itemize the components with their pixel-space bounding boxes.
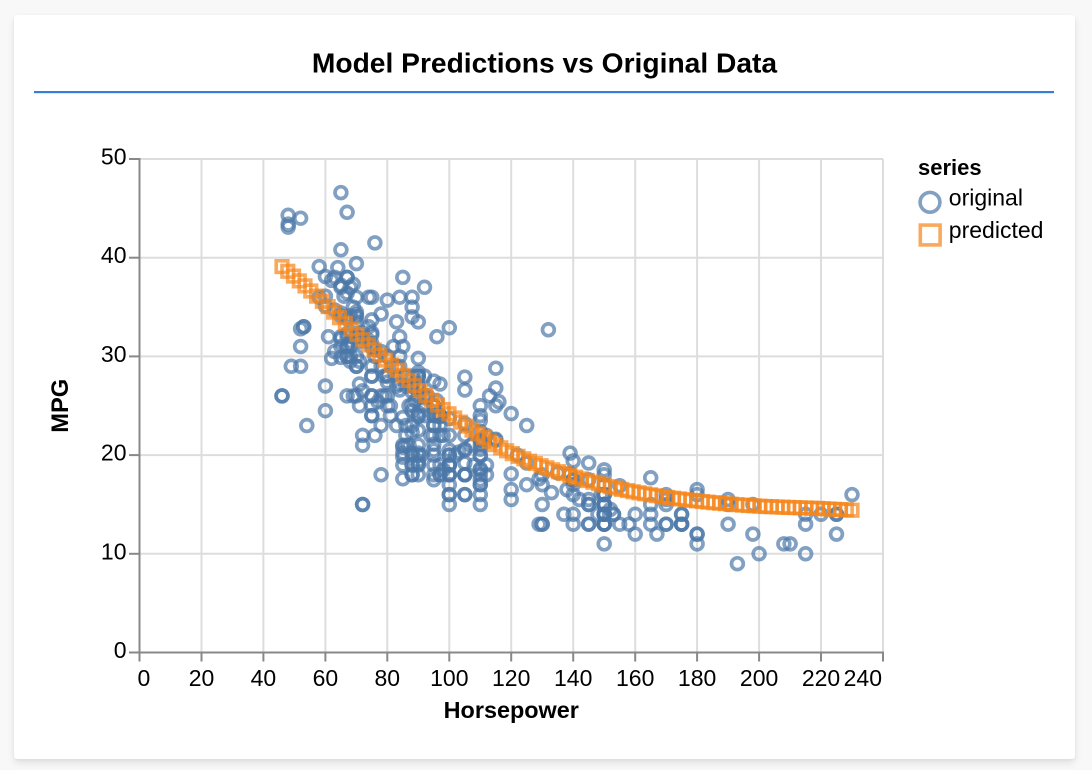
svg-text:40: 40 — [251, 665, 277, 691]
svg-text:Model Predictions vs Original: Model Predictions vs Original Data — [312, 47, 778, 79]
svg-text:0: 0 — [114, 637, 127, 663]
svg-text:200: 200 — [740, 665, 778, 691]
svg-text:140: 140 — [554, 665, 592, 691]
svg-text:80: 80 — [375, 665, 401, 691]
svg-text:MPG: MPG — [48, 379, 74, 433]
svg-text:30: 30 — [101, 341, 127, 367]
svg-text:series: series — [918, 155, 982, 180]
svg-text:100: 100 — [430, 665, 468, 691]
svg-text:original: original — [949, 185, 1023, 211]
svg-text:240: 240 — [844, 665, 882, 691]
svg-text:60: 60 — [313, 665, 339, 691]
svg-text:10: 10 — [101, 538, 127, 564]
svg-text:220: 220 — [802, 665, 840, 691]
svg-text:20: 20 — [101, 440, 127, 466]
svg-text:Horsepower: Horsepower — [444, 697, 579, 723]
svg-text:predicted: predicted — [949, 217, 1044, 243]
svg-text:0: 0 — [138, 665, 151, 691]
svg-text:180: 180 — [678, 665, 716, 691]
svg-text:50: 50 — [101, 144, 127, 170]
svg-text:120: 120 — [492, 665, 530, 691]
svg-text:40: 40 — [101, 242, 127, 268]
svg-text:20: 20 — [189, 665, 215, 691]
svg-text:160: 160 — [616, 665, 654, 691]
